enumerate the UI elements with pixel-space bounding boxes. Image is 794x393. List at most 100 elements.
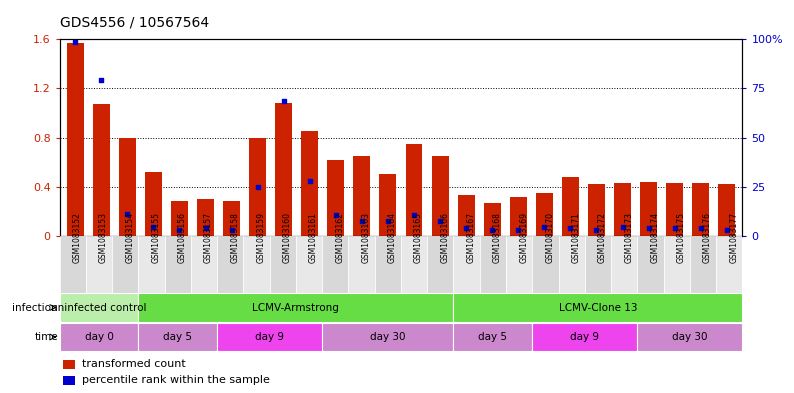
Bar [301, 131, 318, 236]
Text: uninfected control: uninfected control [51, 303, 147, 312]
Bar [401, 236, 427, 293]
Bar [532, 323, 638, 351]
Text: GSM1083158: GSM1083158 [230, 212, 239, 263]
Text: day 30: day 30 [672, 332, 707, 342]
Bar [666, 183, 683, 236]
Bar [296, 236, 322, 293]
Text: GSM1083152: GSM1083152 [73, 212, 82, 263]
Bar [119, 138, 136, 236]
Bar [349, 236, 375, 293]
Text: GSM1083156: GSM1083156 [178, 212, 187, 263]
Bar [480, 236, 506, 293]
Text: infection: infection [13, 303, 58, 312]
Bar [638, 323, 742, 351]
Bar [457, 195, 475, 236]
Point [251, 184, 264, 190]
Point [538, 224, 551, 230]
Text: LCMV-Armstrong: LCMV-Armstrong [252, 303, 339, 312]
Bar [353, 156, 370, 236]
Bar [640, 182, 657, 236]
Bar [380, 174, 396, 236]
Bar [614, 183, 631, 236]
Bar [585, 236, 611, 293]
Bar [484, 203, 501, 236]
Text: day 5: day 5 [164, 332, 192, 342]
Text: GSM1083153: GSM1083153 [99, 212, 108, 263]
Bar [664, 236, 690, 293]
Bar [510, 196, 526, 236]
Bar [375, 236, 401, 293]
Text: GSM1083165: GSM1083165 [414, 212, 423, 263]
Bar [558, 236, 585, 293]
Text: GSM1083161: GSM1083161 [309, 212, 318, 263]
Bar [719, 184, 735, 236]
Point [694, 225, 707, 231]
Bar [60, 293, 138, 321]
Bar [223, 201, 240, 236]
Bar [171, 201, 188, 236]
Bar [164, 236, 191, 293]
Bar [562, 177, 579, 236]
Bar [138, 236, 164, 293]
Point [95, 77, 108, 83]
Bar [191, 236, 217, 293]
Bar [432, 156, 449, 236]
Bar [138, 293, 453, 321]
Text: GSM1083168: GSM1083168 [493, 212, 502, 263]
Point [590, 226, 603, 233]
Text: GSM1083170: GSM1083170 [545, 212, 554, 263]
Bar [249, 138, 266, 236]
Text: GSM1083159: GSM1083159 [256, 212, 265, 263]
Bar [270, 236, 296, 293]
Text: GSM1083172: GSM1083172 [598, 212, 607, 263]
Bar [453, 293, 742, 321]
Text: day 9: day 9 [570, 332, 599, 342]
Text: time: time [34, 332, 58, 342]
Bar [93, 105, 110, 236]
Point [225, 226, 238, 233]
Point [460, 225, 472, 231]
Text: GSM1083155: GSM1083155 [152, 212, 160, 263]
Bar [60, 323, 138, 351]
Point [303, 177, 316, 184]
Text: GSM1083157: GSM1083157 [204, 212, 213, 263]
Text: GSM1083173: GSM1083173 [624, 212, 633, 263]
Text: GDS4556 / 10567564: GDS4556 / 10567564 [60, 15, 209, 29]
Text: GSM1083154: GSM1083154 [125, 212, 134, 263]
Bar [217, 323, 322, 351]
Bar [67, 43, 83, 236]
Text: GSM1083175: GSM1083175 [676, 212, 686, 263]
Bar [716, 236, 742, 293]
Bar [692, 183, 709, 236]
Text: day 0: day 0 [84, 332, 114, 342]
Point [69, 39, 82, 45]
Point [173, 226, 186, 233]
Text: GSM1083169: GSM1083169 [519, 212, 528, 263]
Bar [322, 323, 453, 351]
Text: day 9: day 9 [255, 332, 284, 342]
Text: day 30: day 30 [370, 332, 406, 342]
Text: GSM1083164: GSM1083164 [387, 212, 397, 263]
Point [199, 225, 212, 231]
Point [720, 226, 733, 233]
Bar [588, 184, 605, 236]
Bar [86, 236, 112, 293]
Point [564, 225, 576, 231]
Point [121, 211, 133, 217]
Bar [532, 236, 558, 293]
Bar [427, 236, 453, 293]
Text: transformed count: transformed count [82, 359, 186, 369]
Text: LCMV-Clone 13: LCMV-Clone 13 [559, 303, 638, 312]
Bar [138, 323, 217, 351]
Bar [197, 199, 214, 236]
Bar [112, 236, 138, 293]
Bar [638, 236, 664, 293]
Text: day 5: day 5 [479, 332, 507, 342]
Point [382, 218, 395, 224]
Bar [406, 144, 422, 236]
Point [277, 97, 290, 104]
Point [434, 218, 446, 224]
Text: GSM1083163: GSM1083163 [361, 212, 371, 263]
Bar [453, 236, 480, 293]
Bar [611, 236, 638, 293]
